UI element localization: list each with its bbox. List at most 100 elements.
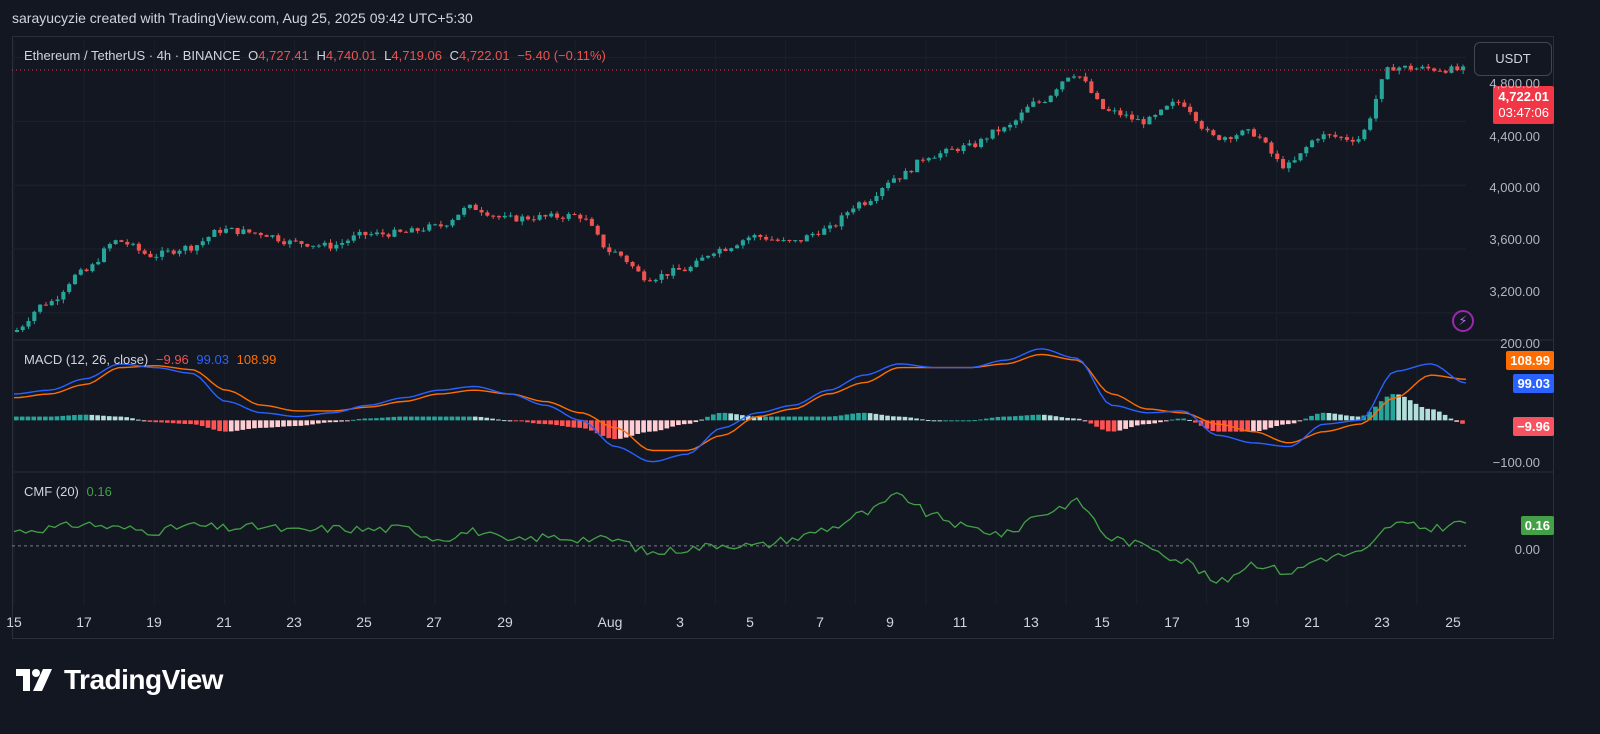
macd-histogram-bar [385, 417, 391, 421]
candle-body [949, 148, 955, 150]
candle-body [374, 232, 380, 235]
candle-body [131, 243, 136, 245]
candle-body [369, 234, 374, 236]
tradingview-logo[interactable]: TradingView [16, 664, 223, 696]
macd-title[interactable]: MACD (12, 26, close) [24, 352, 149, 367]
candle-body [1130, 114, 1135, 120]
candle-body [415, 228, 420, 231]
candle-body [1095, 92, 1100, 100]
macd-histogram-bar [1216, 420, 1221, 432]
cmf-title[interactable]: CMF (20) [24, 484, 79, 499]
macd-signal-tag: 108.99 [1506, 351, 1554, 370]
open-label: O [248, 48, 259, 63]
macd-histogram-bar [1297, 420, 1303, 422]
candle-body [758, 235, 763, 237]
symbol-legend[interactable]: Ethereum / TetherUS · 4h · BINANCE O4,72… [24, 48, 610, 63]
macd-histogram-bar [339, 420, 344, 422]
high-label: H [316, 48, 326, 63]
macd-histogram-bar [194, 420, 199, 425]
candle-body [467, 204, 472, 208]
lightning-alert-icon[interactable]: ⚡ [1452, 310, 1474, 332]
candle-body [1333, 134, 1338, 137]
candle-body [316, 245, 321, 247]
macd-histogram-bar [199, 420, 205, 427]
cmf-legend[interactable]: CMF (20) 0.16 [24, 484, 116, 499]
candle-body [1147, 116, 1152, 125]
candle-body [978, 138, 984, 148]
macd-hist-value: −9.96 [155, 352, 189, 367]
candle-body [1263, 137, 1268, 143]
candle-body [276, 235, 281, 242]
candle-body [700, 257, 705, 261]
date-label: 25 [1445, 614, 1461, 630]
candle-body [1257, 136, 1262, 138]
candle-body [752, 235, 757, 238]
candle-body [107, 244, 112, 249]
candle-body [1182, 102, 1187, 107]
macd-histogram-bar [118, 416, 124, 421]
candle-body [386, 234, 391, 237]
candle-body [229, 227, 234, 229]
candle-body [531, 219, 536, 221]
macd-histogram-bar [1053, 416, 1059, 421]
candle-body [1211, 130, 1216, 136]
candle-body [421, 230, 426, 232]
candle-body [1344, 137, 1349, 140]
candle-body [72, 274, 78, 285]
macd-histogram-bar [316, 420, 321, 424]
candle-body [351, 235, 356, 241]
macd-axis-label: 200.00 [1500, 336, 1540, 351]
macd-histogram-bar [1100, 420, 1105, 430]
candle-body [1176, 101, 1181, 103]
macd-histogram-bar [699, 419, 704, 421]
candle-body [1083, 76, 1088, 82]
macd-histogram-bar [920, 419, 925, 421]
candle-body [1234, 135, 1239, 139]
macd-histogram-bar [641, 420, 646, 433]
candle-body [746, 237, 751, 241]
change-value: −5.40 (−0.11%) [517, 48, 606, 63]
macd-histogram-bar [304, 420, 310, 426]
macd-histogram-bar [432, 416, 437, 421]
currency-unit-button[interactable]: USDT [1474, 42, 1552, 76]
macd-histogram-bar [513, 420, 519, 422]
candle-body [1461, 66, 1466, 71]
macd-legend[interactable]: MACD (12, 26, close) −9.96 99.03 108.99 [24, 352, 280, 367]
macd-histogram-bar [1454, 420, 1460, 422]
candle-body [665, 274, 670, 276]
macd-histogram-bar [809, 416, 815, 421]
macd-histogram-bar [1123, 420, 1128, 429]
candle-body [1432, 68, 1437, 71]
macd-histogram-bar [1448, 418, 1454, 421]
macd-histogram-bar [1355, 416, 1361, 421]
candle-body [630, 261, 635, 267]
macd-histogram-bar [757, 416, 763, 421]
macd-histogram-bar [519, 420, 524, 422]
macd-histogram-bar [1309, 415, 1314, 421]
price-axis-label: 3,200.00 [1489, 284, 1540, 299]
macd-histogram-bar [89, 414, 95, 421]
candle-body [165, 250, 170, 252]
macd-histogram-bar [1338, 414, 1343, 421]
candle-body [142, 250, 147, 254]
symbol-title[interactable]: Ethereum / TetherUS · 4h · BINANCE [24, 48, 241, 63]
macd-histogram-bar [1402, 396, 1407, 421]
macd-histogram-bar [658, 420, 664, 431]
macd-histogram-bar [345, 420, 350, 422]
candle-body [1066, 77, 1071, 82]
macd-histogram-bar [1407, 400, 1413, 421]
macd-histogram-bar [408, 416, 414, 421]
candle-body [113, 240, 118, 245]
macd-histogram-bar [1065, 417, 1070, 421]
macd-histogram-bar [1001, 416, 1007, 421]
candle-body [676, 267, 682, 270]
chart-frame[interactable] [12, 36, 1554, 639]
candle-body [444, 225, 449, 227]
date-label: 15 [1094, 614, 1110, 630]
macd-histogram-bar [559, 420, 565, 426]
candle-body [1420, 66, 1425, 69]
candle-body [961, 145, 966, 151]
candle-body [252, 232, 258, 234]
macd-histogram-bar [803, 416, 809, 421]
